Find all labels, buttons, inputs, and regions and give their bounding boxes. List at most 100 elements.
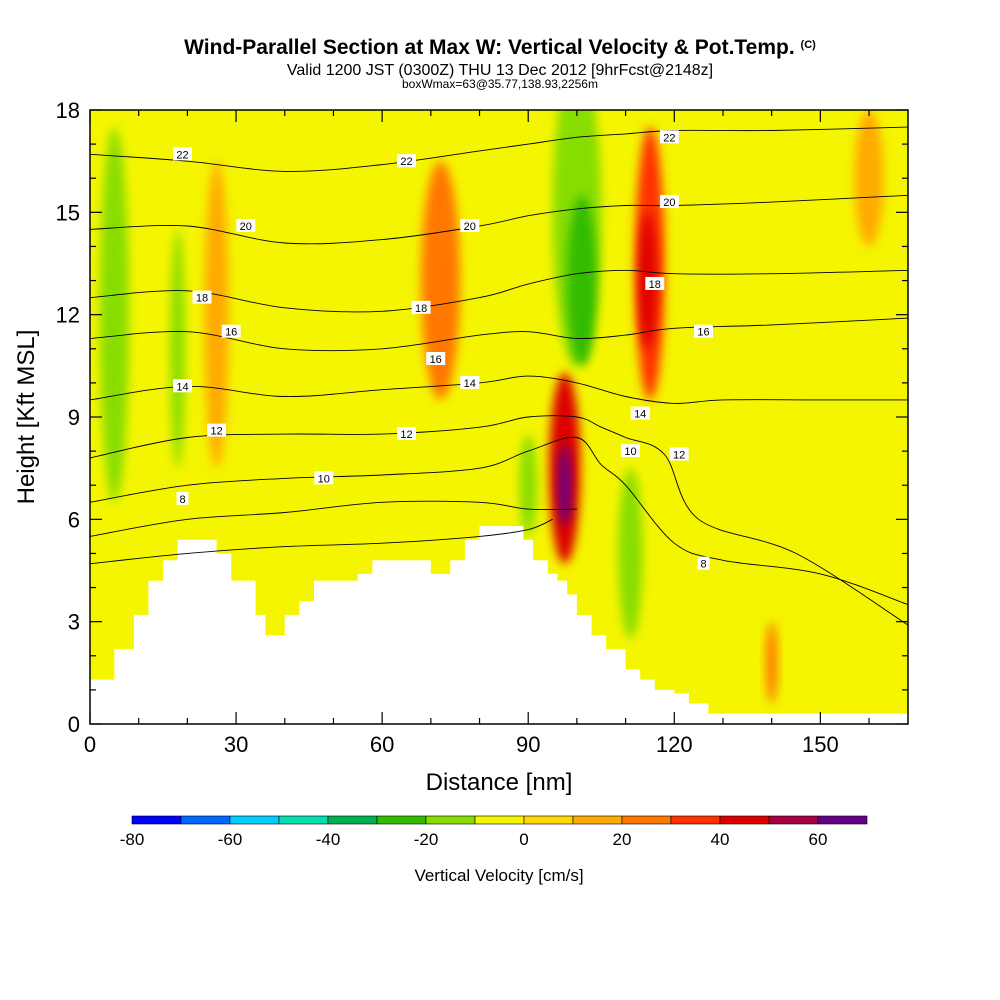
colorbar-swatch [425, 815, 476, 825]
contour-label-text: 20 [240, 221, 252, 233]
contour-label-3: 20 [236, 218, 256, 233]
x-axis-ticks: 0 30 60 90 120 150 [84, 110, 870, 757]
colorbar-tick-label: 60 [809, 830, 828, 849]
contour-label-text: 10 [624, 446, 636, 458]
y-tick-label: 6 [68, 507, 80, 532]
contour-label-text: 18 [415, 303, 427, 315]
contour-label-text: 20 [464, 221, 476, 233]
colorbar-swatch [376, 815, 427, 825]
contour-label-box [659, 130, 679, 144]
valid-time-line: Valid 1200 JST (0300Z) THU 13 Dec 2012 [… [286, 62, 714, 79]
contour-label-text: 10 [318, 473, 330, 485]
colorbar-swatch [229, 815, 280, 825]
velocity-cell-5 [567, 195, 597, 366]
contour-label-text: 12 [400, 429, 412, 441]
x-tick-label: 0 [84, 732, 96, 757]
velocity-cell-8 [204, 161, 229, 469]
theta-contour-6 [90, 518, 553, 565]
title-text: Wind-Parallel Section at Max W: Vertical… [184, 36, 795, 59]
contour-label-box [192, 290, 212, 304]
contour-label-0: 22 [173, 147, 193, 161]
colorbar-label: Vertical Velocity [cm/s] [414, 866, 583, 885]
contour-label-text: 18 [649, 279, 661, 291]
theta-contours [90, 126, 908, 626]
colorbar-swatch [572, 815, 623, 825]
colorbar-swatch [278, 815, 329, 825]
colorbar-swatch [474, 815, 525, 825]
contour-label-16: 12 [396, 427, 416, 441]
terrain-mask [90, 526, 908, 724]
chart-title: Wind-Parallel Section at Max W: Vertical… [0, 36, 1000, 60]
contour-label-text: 8 [700, 559, 706, 571]
contour-label-text: 22 [176, 149, 188, 161]
contour-label-box [411, 300, 431, 314]
velocity-field [99, 110, 884, 704]
contour-label-box [645, 276, 665, 290]
contour-label-box [460, 218, 480, 232]
terrain-profile [90, 526, 908, 724]
box-wmax-line: boxWmax=63@35.77,138.93,2256m [402, 77, 598, 91]
colorbar-swatch [327, 815, 378, 825]
contour-label-12: 14 [173, 379, 193, 393]
contour-label-text: 18 [196, 293, 208, 305]
colorbar-swatch [621, 815, 672, 825]
colorbar-tick-label: 40 [711, 830, 730, 849]
colorbar-tick-label: -40 [316, 830, 341, 849]
colorbar-tick-label: -20 [414, 830, 439, 849]
contour-label-box [697, 556, 710, 570]
colorbar-swatch [670, 815, 721, 825]
contour-label-box [620, 444, 640, 458]
theta-contour-16 [90, 317, 908, 352]
y-tick-label: 0 [68, 712, 80, 737]
colorbar-swatch [719, 815, 770, 825]
x-tick-label: 60 [370, 732, 394, 757]
colorbar-swatch [523, 815, 574, 825]
y-tick-label: 18 [56, 98, 80, 123]
copyright-mark: (C) [800, 39, 816, 51]
colorbar-tick-label: -60 [218, 830, 243, 849]
x-tick-label: 90 [516, 732, 540, 757]
contour-label-19: 10 [620, 444, 640, 458]
y-axis-label: Height [Kft MSL] [13, 330, 40, 505]
contour-label-text: 14 [176, 381, 188, 393]
contour-label-13: 14 [460, 375, 480, 390]
velocity-cell-1 [558, 444, 572, 527]
contour-label-6: 18 [192, 290, 212, 305]
colorbar: -80 -60 -40 -20 0 20 40 60 [120, 815, 868, 849]
contour-label-text: 16 [697, 327, 709, 339]
contour-label-15: 12 [207, 423, 227, 438]
y-axis-ticks: 0 3 6 9 12 15 18 [56, 98, 908, 737]
colorbar-swatch [180, 815, 231, 825]
contour-label-11: 16 [694, 324, 713, 339]
contour-label-box [236, 218, 256, 232]
contour-label-text: 14 [634, 409, 646, 421]
contour-label-text: 12 [210, 426, 222, 438]
theta-contour-12 [90, 415, 908, 626]
contour-label-box [314, 471, 334, 485]
contour-label-4: 20 [460, 218, 480, 233]
contour-label-7: 18 [411, 300, 431, 315]
contour-label-box [426, 352, 446, 366]
contour-label-8: 18 [645, 276, 665, 291]
contour-label-box [221, 324, 241, 338]
velocity-cell-13 [854, 110, 884, 247]
contour-label-box [207, 423, 227, 437]
contour-label-box [176, 491, 189, 505]
colorbar-tick-label: 0 [519, 830, 528, 849]
contour-label-box [173, 379, 193, 393]
y-tick-label: 3 [68, 610, 80, 635]
contour-label-box [694, 324, 713, 338]
theta-contour-20 [90, 194, 908, 245]
velocity-cell-9 [99, 127, 129, 503]
contour-label-box [173, 147, 193, 161]
velocity-cell-10 [170, 229, 185, 469]
y-tick-label: 9 [68, 405, 80, 430]
contour-label-17: 12 [669, 447, 689, 462]
contour-label-text: 12 [673, 450, 685, 462]
x-tick-label: 150 [802, 732, 839, 757]
contour-label-text: 16 [225, 327, 237, 339]
contour-label-5: 20 [659, 195, 679, 209]
colorbar-swatch [817, 815, 868, 825]
colorbar-tick-label: -80 [120, 830, 145, 849]
contour-label-2: 22 [659, 130, 679, 144]
